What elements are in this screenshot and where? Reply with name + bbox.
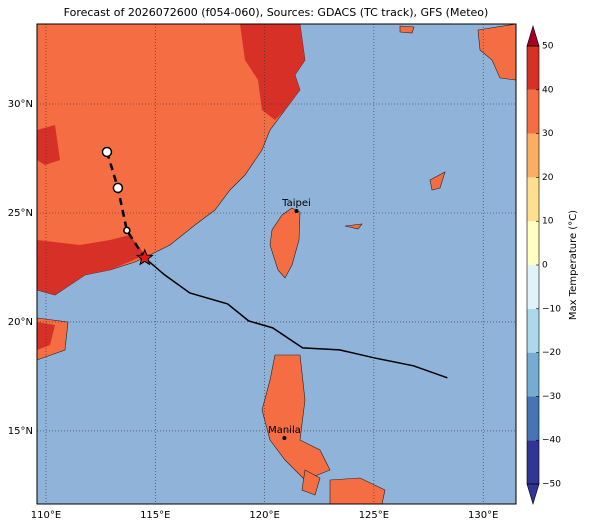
x-tick-label: 125°E <box>359 510 389 521</box>
observed-track <box>144 257 448 379</box>
colorbar-label: Max Temperature (°C) <box>568 210 579 320</box>
colorbar-band <box>527 89 539 134</box>
colorbar-band <box>527 440 539 484</box>
colorbar-tick-label: 40 <box>542 85 554 95</box>
colorbar-tick-label: −10 <box>542 304 561 314</box>
colorbar-tick-label: −20 <box>542 348 561 358</box>
current-position <box>135 248 154 266</box>
forecast-point <box>123 226 131 235</box>
y-tick-label: 20°N <box>8 317 33 328</box>
colorbar-band <box>527 308 539 353</box>
colorbar-tick-label: −50 <box>542 480 561 490</box>
forecast-track <box>105 151 146 259</box>
colorbar-band <box>527 133 539 178</box>
colorbar-tick-label: 50 <box>542 42 554 52</box>
y-tick-label: 15°N <box>8 426 33 437</box>
colorbar-band <box>527 352 539 397</box>
forecast-point <box>101 146 113 158</box>
city-label: Taipei <box>281 198 311 209</box>
colorbar-tick-label: −30 <box>542 392 561 402</box>
x-tick-label: 110°E <box>31 510 61 521</box>
x-tick-label: 115°E <box>140 510 170 521</box>
colorbar-tick-label: 0 <box>542 261 548 271</box>
colorbar-band <box>527 396 539 441</box>
title: Forecast of 2026072600 (f054-060), Sourc… <box>64 6 489 19</box>
y-tick-label: 30°N <box>8 99 33 110</box>
colorbar-extend-high <box>526 24 540 47</box>
y-tick-label: 25°N <box>8 208 33 219</box>
colorbar-tick-label: −40 <box>542 436 561 446</box>
colorbar-band <box>527 221 539 265</box>
city-marker <box>294 209 299 214</box>
colorbar-tick-label: 10 <box>542 217 554 227</box>
city-marker <box>282 435 287 440</box>
colorbar-band <box>527 177 539 222</box>
forecast-point <box>112 182 124 194</box>
city-label: Manila <box>268 425 301 436</box>
x-tick-label: 120°E <box>249 510 279 521</box>
colorbar-band <box>527 46 539 90</box>
map-frame <box>36 23 517 505</box>
colorbar-tick-label: 30 <box>542 129 554 139</box>
colorbar-band <box>527 265 539 309</box>
x-tick-label: 130°E <box>468 510 498 521</box>
colorbar-tick-label: 20 <box>542 173 554 183</box>
colorbar-extend-low <box>526 483 540 506</box>
